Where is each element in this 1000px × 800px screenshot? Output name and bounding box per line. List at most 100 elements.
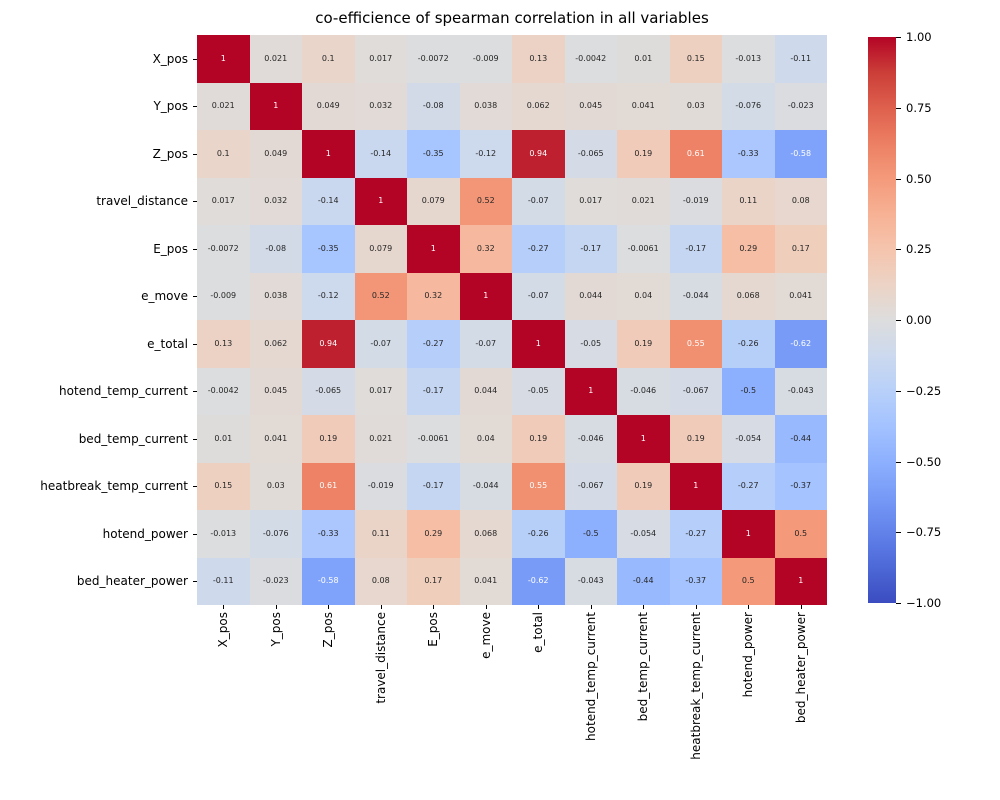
- heatmap-cell: 0.55: [669, 320, 722, 368]
- colorbar: [868, 37, 896, 603]
- heatmap-cell: -0.11: [774, 35, 827, 83]
- heatmap-cell: -0.0061: [407, 415, 460, 463]
- heatmap-cell: 0.08: [354, 557, 407, 605]
- heatmap-cell: 0.94: [302, 320, 355, 368]
- heatmap-cell: 0.1: [302, 35, 355, 83]
- heatmap-cell: 0.017: [354, 35, 407, 83]
- heatmap-cell: -0.076: [722, 82, 775, 130]
- heatmap-cell: 0.29: [407, 510, 460, 558]
- heatmap-cell: -0.07: [512, 272, 565, 320]
- heatmap-cell: -0.37: [774, 462, 827, 510]
- heatmap-cell: 0.044: [564, 272, 617, 320]
- heatmap-cell: 0.17: [407, 557, 460, 605]
- heatmap-cell: -0.62: [512, 557, 565, 605]
- colorbar-tick-mark: [896, 107, 901, 109]
- heatmap-cell: -0.07: [459, 320, 512, 368]
- heatmap-cell: 0.041: [459, 557, 512, 605]
- heatmap-cell: -0.067: [669, 367, 722, 415]
- heatmap-cell: 1: [197, 35, 250, 83]
- heatmap-cell: -0.019: [669, 177, 722, 225]
- colorbar-tick-label: 0.25: [906, 242, 932, 257]
- y-tick-mark: [193, 581, 197, 583]
- heatmap-cell: 0.068: [722, 272, 775, 320]
- y-tick-label: heatbreak_temp_current: [40, 479, 188, 494]
- heatmap-cell: -0.023: [249, 557, 302, 605]
- heatmap-cell: 0.044: [459, 367, 512, 415]
- heatmap-cell: 0.062: [249, 320, 302, 368]
- heatmap-cell: 0.038: [459, 82, 512, 130]
- heatmap-cell: -0.62: [774, 320, 827, 368]
- heatmap-cell: 1: [774, 557, 827, 605]
- x-tick-label: e_move: [478, 612, 493, 659]
- chart-title: co-efficience of spearman correlation in…: [315, 9, 709, 27]
- heatmap-cell: -0.0061: [617, 225, 670, 273]
- x-tick-mark: [380, 605, 382, 609]
- heatmap-cell: 0.19: [512, 415, 565, 463]
- heatmap-cell: 0.32: [459, 225, 512, 273]
- heatmap-cell: 0.61: [302, 462, 355, 510]
- x-tick-mark: [328, 605, 330, 609]
- x-tick-label: Z_pos: [321, 612, 336, 648]
- y-tick-label: X_pos: [152, 51, 188, 66]
- heatmap-cell: 0.94: [512, 130, 565, 178]
- heatmap-cell: 0.13: [197, 320, 250, 368]
- heatmap-cell: 0.03: [669, 82, 722, 130]
- colorbar-tick-mark: [896, 249, 901, 251]
- colorbar-tick-label: −0.75: [906, 525, 942, 540]
- colorbar-tick-mark: [896, 461, 901, 463]
- heatmap-cell: 0.19: [669, 415, 722, 463]
- heatmap-cell: 0.017: [197, 177, 250, 225]
- y-tick-mark: [193, 153, 197, 155]
- heatmap-cell: 0.017: [354, 367, 407, 415]
- heatmap-cell: 0.11: [354, 510, 407, 558]
- heatmap-cell: 0.062: [512, 82, 565, 130]
- heatmap-cell: -0.26: [722, 320, 775, 368]
- heatmap-cell: 0.04: [459, 415, 512, 463]
- y-tick-label: bed_temp_current: [78, 431, 188, 446]
- colorbar-tick-mark: [896, 37, 901, 38]
- heatmap-cell: -0.35: [407, 130, 460, 178]
- heatmap-cell: 1: [512, 320, 565, 368]
- heatmap-cell: -0.5: [722, 367, 775, 415]
- heatmap-cell: 0.13: [512, 35, 565, 83]
- heatmap-cell: 0.01: [197, 415, 250, 463]
- y-tick-label: travel_distance: [96, 194, 188, 209]
- heatmap-cell: 0.079: [407, 177, 460, 225]
- heatmap-cell: -0.14: [302, 177, 355, 225]
- heatmap-cell: 0.29: [722, 225, 775, 273]
- x-tick-mark: [433, 605, 435, 609]
- heatmap-cell: -0.58: [302, 557, 355, 605]
- x-tick-mark: [275, 605, 277, 609]
- heatmap-cell: 0.038: [249, 272, 302, 320]
- y-tick-mark: [193, 201, 197, 203]
- heatmap-cell: 1: [354, 177, 407, 225]
- heatmap-cell: -0.27: [407, 320, 460, 368]
- y-tick-mark: [193, 486, 197, 488]
- heatmap-cell: -0.17: [669, 225, 722, 273]
- heatmap-cell: -0.065: [302, 367, 355, 415]
- heatmap-cell: -0.27: [512, 225, 565, 273]
- colorbar-tick-mark: [896, 603, 901, 604]
- heatmap-cell: 1: [459, 272, 512, 320]
- x-tick-label: heatbreak_temp_current: [688, 612, 703, 760]
- x-tick-label: travel_distance: [373, 612, 388, 704]
- heatmap-cell: -0.27: [722, 462, 775, 510]
- heatmap-cell: -0.12: [302, 272, 355, 320]
- heatmap-cell: -0.27: [669, 510, 722, 558]
- heatmap-cell: 0.19: [302, 415, 355, 463]
- y-tick-mark: [193, 438, 197, 440]
- y-tick-mark: [193, 106, 197, 108]
- heatmap-cell: 0.15: [197, 462, 250, 510]
- x-tick-mark: [538, 605, 540, 609]
- heatmap-cell: -0.17: [564, 225, 617, 273]
- y-tick-label: hotend_temp_current: [59, 384, 188, 399]
- colorbar-tick-label: 0.50: [906, 171, 932, 186]
- x-tick-mark: [643, 605, 645, 609]
- colorbar-tick-label: 0.75: [906, 100, 932, 115]
- heatmap-cell: -0.0072: [407, 35, 460, 83]
- heatmap-cell: 0.017: [564, 177, 617, 225]
- heatmap-cell: 1: [302, 130, 355, 178]
- heatmap-cell: -0.08: [407, 82, 460, 130]
- heatmap-cell: 0.021: [197, 82, 250, 130]
- heatmap-cell: 0.55: [512, 462, 565, 510]
